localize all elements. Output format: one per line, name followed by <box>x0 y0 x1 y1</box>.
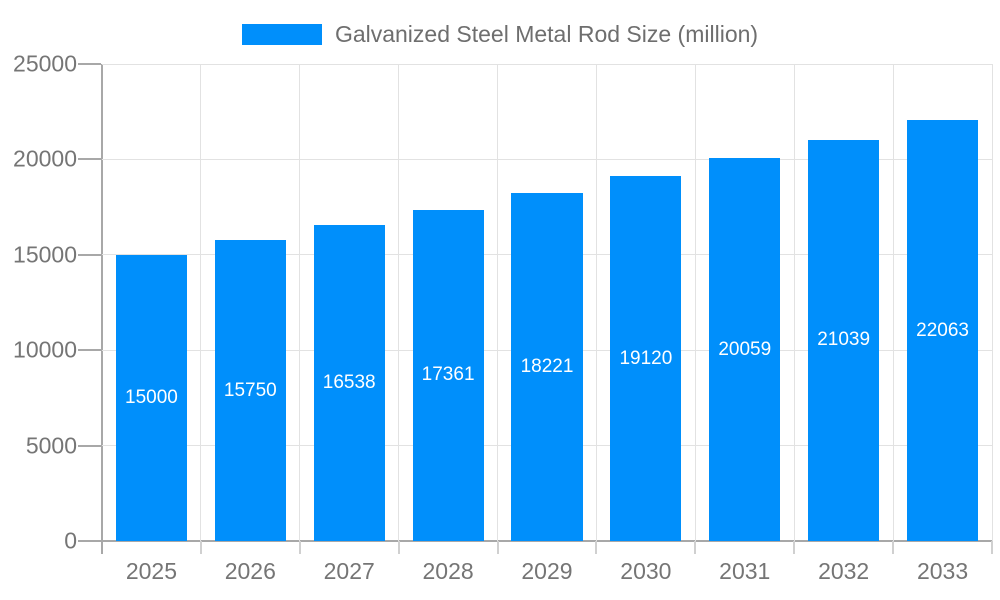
y-axis-tick <box>78 158 101 161</box>
plot-area: 0 5000 10000 15000 20000 25000 15000 2025 15750 2… <box>13 51 993 584</box>
y-axis-tick-label: 5000 <box>25 432 77 459</box>
bar[interactable]: 18221 <box>511 193 583 541</box>
bar[interactable]: 20059 <box>709 158 781 541</box>
y-axis-tick <box>78 540 101 542</box>
x-axis-tick <box>199 541 202 554</box>
gridline-vertical <box>991 64 993 541</box>
x-axis-tick <box>397 541 400 554</box>
x-axis-tick-label: 2033 <box>916 558 969 584</box>
gridline-vertical <box>694 64 696 541</box>
x-axis-tick <box>496 541 499 554</box>
gridline-vertical <box>398 64 400 541</box>
gridline-horizontal <box>102 63 992 65</box>
x-axis-tick <box>595 541 598 554</box>
x-axis-line <box>102 540 992 542</box>
x-axis-tick-label: 2030 <box>620 558 672 584</box>
bar-value-label: 20059 <box>718 338 772 360</box>
y-axis-tick <box>78 444 101 447</box>
y-axis-line <box>101 64 103 554</box>
gridline-vertical <box>793 64 795 541</box>
bar-value-label: 17361 <box>421 364 475 386</box>
y-axis-tick-label: 10000 <box>13 336 77 363</box>
legend-label: Galvanized Steel Metal Rod Size (million… <box>334 21 759 47</box>
bar[interactable]: 15750 <box>214 240 286 541</box>
y-axis-tick-label: 20000 <box>13 145 77 172</box>
bar[interactable]: 21039 <box>808 139 880 541</box>
bar-value-label: 15750 <box>223 379 277 401</box>
x-axis-tick <box>694 541 697 554</box>
bar-value-label: 21039 <box>817 329 871 351</box>
legend-swatch-icon <box>241 24 322 45</box>
bar-value-label: 18221 <box>520 356 574 378</box>
gridline-vertical <box>892 64 894 541</box>
gridline-vertical <box>497 64 499 541</box>
x-axis-tick-label: 2026 <box>224 558 276 584</box>
gridline-horizontal <box>102 158 992 160</box>
y-axis-tick-label: 25000 <box>13 50 77 77</box>
legend-item[interactable]: Galvanized Steel Metal Rod Size (million… <box>0 21 1000 48</box>
x-axis-tick <box>892 541 895 554</box>
bar[interactable]: 16538 <box>313 225 385 541</box>
x-axis-tick-label: 2027 <box>323 558 375 584</box>
x-axis-tick-label: 2029 <box>521 558 573 584</box>
bar[interactable]: 22063 <box>906 120 979 541</box>
bar[interactable]: 19120 <box>610 176 682 541</box>
gridline-vertical <box>595 64 597 541</box>
bar[interactable]: 17361 <box>412 209 484 541</box>
y-axis-tick-label: 0 <box>64 527 77 554</box>
x-axis-tick-label: 2032 <box>818 558 870 584</box>
y-axis-tick-label: 15000 <box>13 241 77 268</box>
x-axis-tick-label: 2028 <box>422 558 474 584</box>
bar-value-label: 19120 <box>619 347 673 369</box>
x-axis-tick <box>991 541 993 554</box>
x-axis-tick-label: 2031 <box>719 558 771 584</box>
x-axis-tick-label: 2025 <box>125 558 178 584</box>
y-axis-tick <box>78 253 101 256</box>
y-axis-tick <box>78 63 101 65</box>
bar-value-label: 16538 <box>322 372 376 394</box>
bar[interactable]: 15000 <box>115 254 188 541</box>
bar-value-label: 22063 <box>916 319 969 341</box>
x-axis-tick <box>793 541 796 554</box>
x-axis-tick <box>298 541 301 554</box>
bar-value-label: 15000 <box>125 386 178 408</box>
y-axis-tick <box>78 349 101 352</box>
gridline-vertical <box>299 64 301 541</box>
gridline-vertical <box>200 64 202 541</box>
